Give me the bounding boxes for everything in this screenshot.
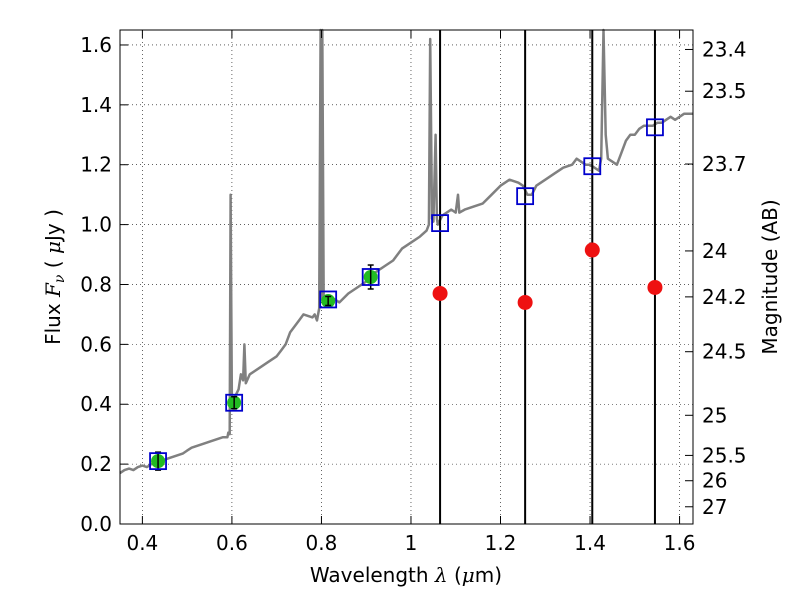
- plot-frame: [119, 29, 694, 525]
- plot-area: [120, 30, 693, 524]
- observed-nir-point-1: [517, 294, 533, 310]
- model-photometry-square-3: [361, 268, 380, 286]
- x-axis-ticks: 0.4 0.6 0.8 1 1.2 1.4 1.6: [126, 30, 695, 555]
- mag-tick-label-7: 25.5: [702, 443, 747, 467]
- y-tick-label-4: 0.8: [80, 272, 112, 296]
- x-tick-label-2: 0.8: [306, 531, 338, 555]
- magnitude-axis-label: Magnitude (AB): [758, 199, 782, 354]
- model-spectrum: [119, 28, 693, 475]
- model-photometry-square-6: [583, 157, 602, 176]
- x-tick-label-0: 0.4: [126, 531, 158, 555]
- y-tick-label-5: 1.0: [80, 213, 112, 237]
- mag-tick-label-4: 24.2: [702, 285, 747, 309]
- model-photometry-square-7: [646, 118, 664, 137]
- x-tick-label-6: 1.6: [664, 531, 696, 555]
- y-tick-label-1: 0.2: [80, 452, 112, 476]
- model-spectrum-line: [119, 28, 693, 475]
- mag-tick-label-0: 23.4: [702, 37, 747, 61]
- observed-nir-point-0: [432, 285, 448, 301]
- x-axis-label: Wavelength λ (μm): [310, 563, 502, 587]
- model-photometry-square-0: [149, 452, 167, 471]
- mag-tick-label-5: 24.5: [702, 340, 747, 364]
- x-tick-label-4: 1.2: [485, 531, 517, 555]
- y-tick-label-8: 1.6: [80, 33, 112, 57]
- mag-tick-label-1: 23.5: [702, 79, 747, 103]
- mag-tick-label-9: 27: [702, 495, 727, 519]
- vertical-lines: [439, 30, 656, 524]
- y-tick-label-6: 1.2: [80, 153, 112, 177]
- y-tick-label-2: 0.4: [80, 392, 112, 416]
- model-photometry-square-4: [431, 214, 449, 233]
- x-tick-label-5: 1.4: [574, 531, 606, 555]
- data-points: [149, 118, 664, 471]
- observed-nir-point-3: [647, 279, 663, 295]
- y-tick-label-3: 0.6: [80, 332, 112, 356]
- y-tick-label-0: 0.0: [80, 512, 112, 536]
- mag-tick-label-8: 26: [702, 469, 727, 493]
- mag-tick-label-6: 25: [702, 403, 727, 427]
- mag-tick-label-3: 24: [702, 239, 727, 263]
- model-photometry-square-2: [319, 290, 338, 309]
- model-photometry-square-5: [516, 187, 535, 206]
- mag-tick-label-2: 23.7: [702, 152, 747, 176]
- x-tick-label-3: 1: [405, 531, 418, 555]
- y-axis-label: Flux Fν ( μJy ): [41, 209, 68, 345]
- x-tick-label-1: 0.6: [216, 531, 248, 555]
- model-photometry-square-1: [225, 393, 244, 412]
- y-tick-label-7: 1.4: [80, 93, 112, 117]
- y-axis-ticks: 0.0 0.2 0.4 0.6 0.8 1.0 1.2 1.4 1.6: [80, 33, 128, 536]
- observed-nir-point-2: [584, 242, 600, 258]
